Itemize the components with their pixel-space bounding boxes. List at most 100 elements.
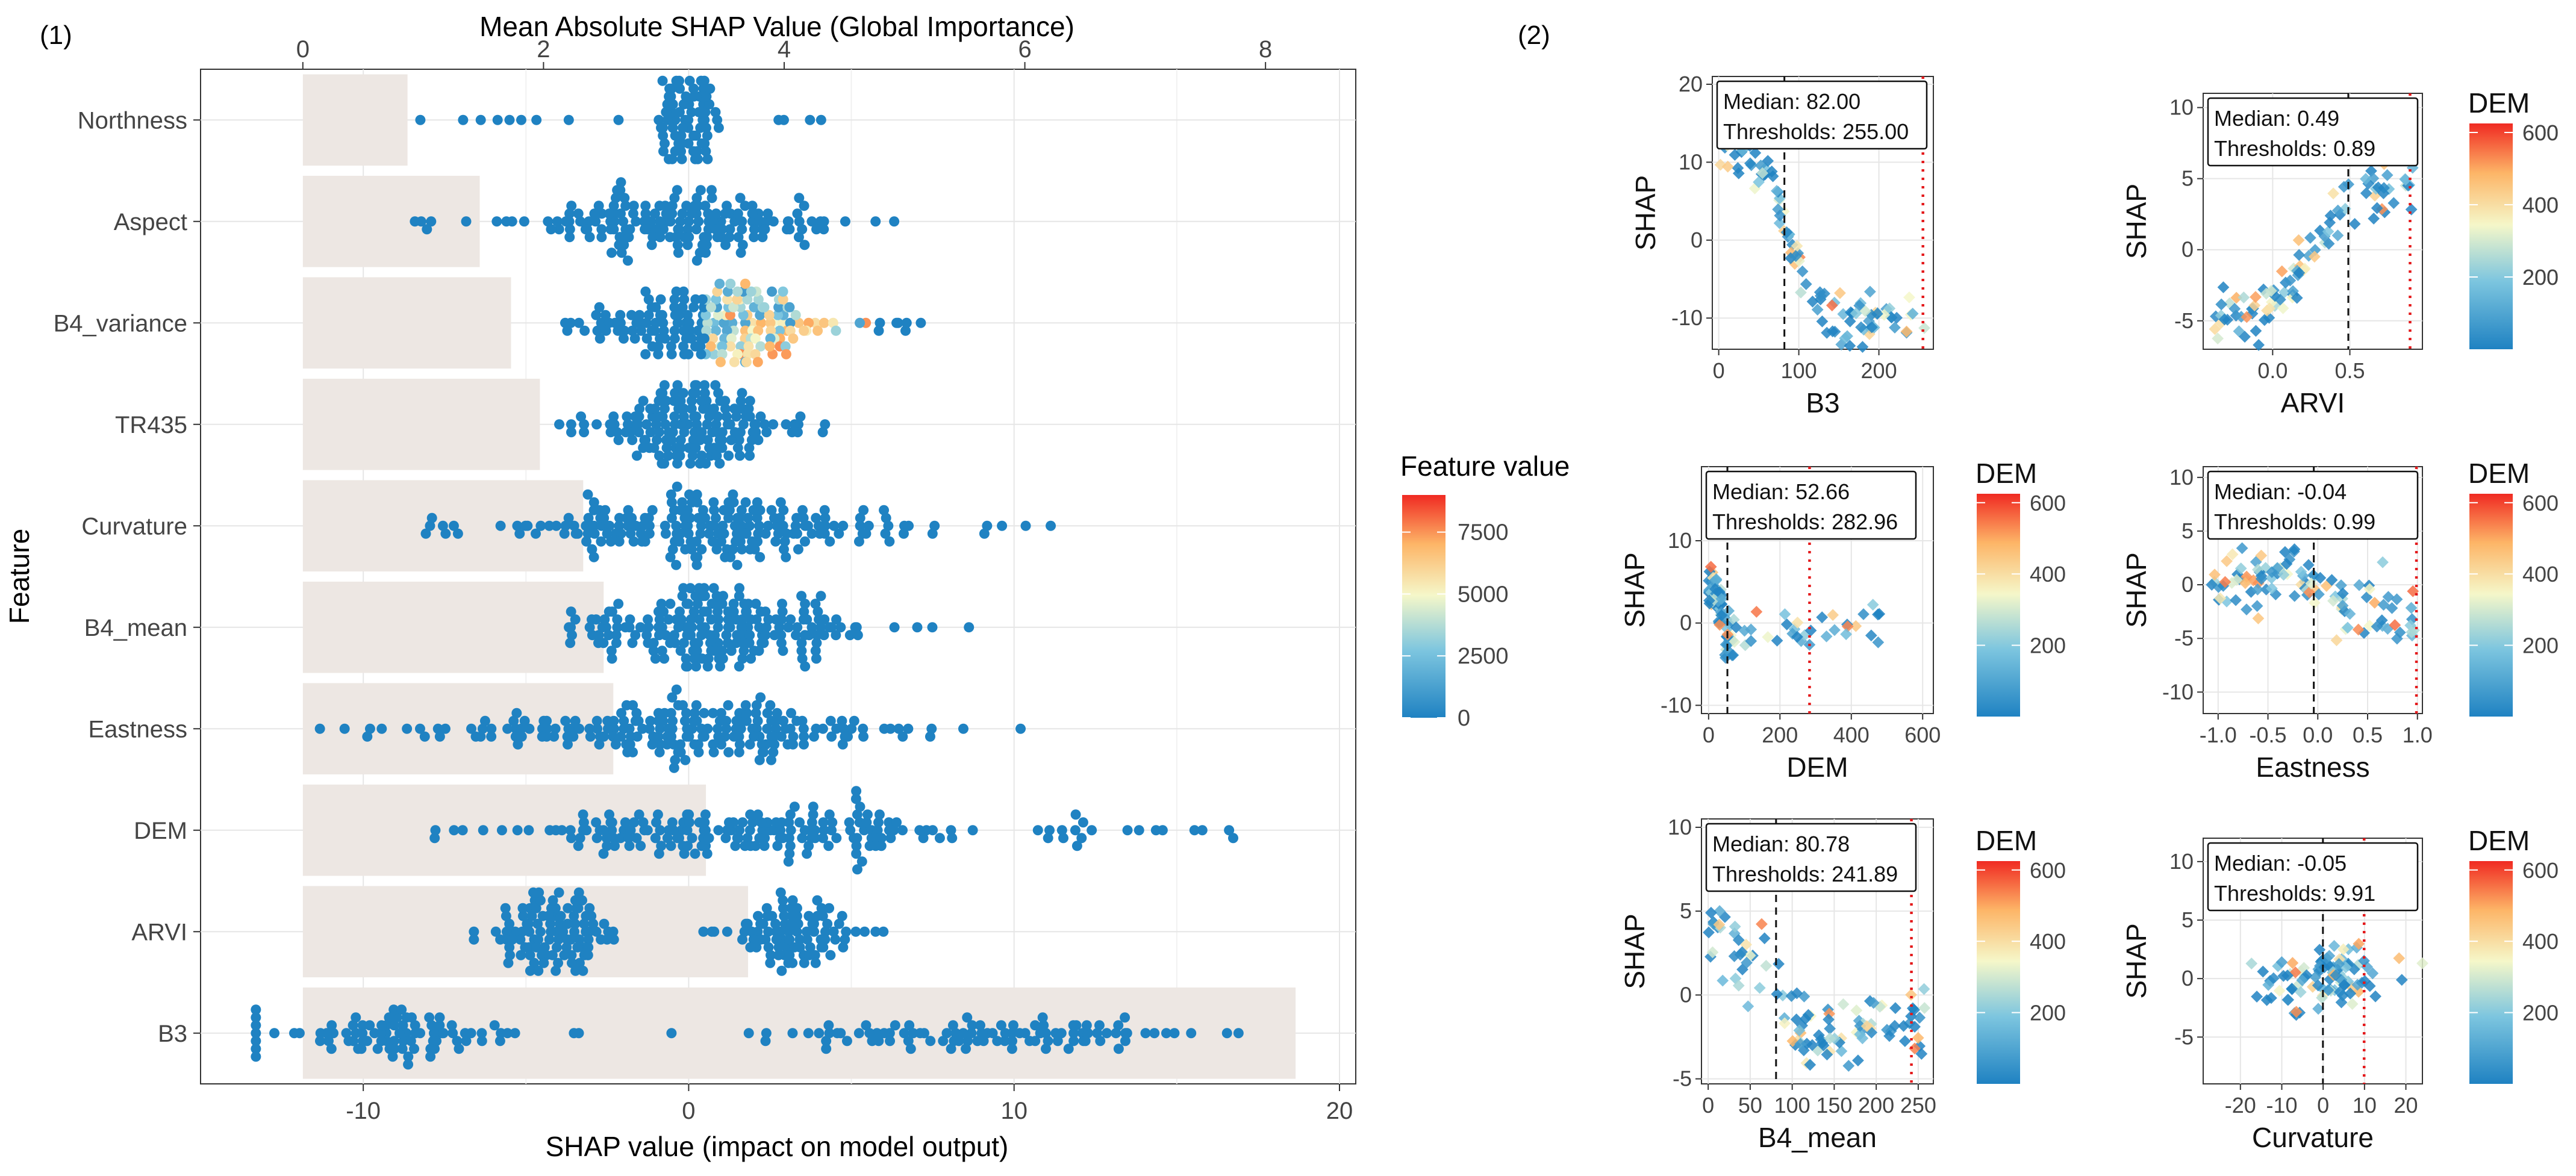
swarm-point xyxy=(531,942,542,953)
swarm-point xyxy=(578,817,589,828)
swarm-point xyxy=(637,536,647,547)
swarm-point xyxy=(660,528,671,539)
swarm-point xyxy=(602,723,613,734)
swarm-point xyxy=(655,232,666,243)
dependence-point xyxy=(1745,623,1757,636)
swarm-curvature xyxy=(420,481,1056,570)
dependence-point xyxy=(2304,232,2316,244)
swarm-point xyxy=(781,349,791,359)
dependence-point xyxy=(1729,149,1741,161)
swarm-point xyxy=(560,317,570,328)
swarm-point xyxy=(516,731,527,742)
swarm-point xyxy=(717,443,728,453)
dependence-point xyxy=(1817,1039,1830,1051)
dependence-point xyxy=(1827,609,1839,621)
swarm-point xyxy=(814,528,825,539)
swarm-point xyxy=(691,255,702,266)
swarm-point xyxy=(858,731,869,742)
bottom-tick-label: 0 xyxy=(682,1098,695,1124)
swarm-point xyxy=(796,638,807,649)
swarm-point xyxy=(789,942,800,953)
swarm-point xyxy=(778,895,788,906)
swarm-point xyxy=(564,622,575,633)
swarm-point xyxy=(759,419,770,430)
swarm-point xyxy=(583,934,594,945)
y-tick-label: 10 xyxy=(2169,849,2194,874)
swarm-point xyxy=(741,606,752,617)
annotation-frame xyxy=(1705,470,1917,540)
panel1-label: (1) xyxy=(40,20,72,50)
dependence-point xyxy=(2275,956,2288,968)
swarm-point xyxy=(763,520,773,531)
swarm-point xyxy=(817,427,828,438)
swarm-point xyxy=(822,918,833,929)
swarm-point xyxy=(357,1028,368,1039)
swarm-point xyxy=(774,325,785,336)
swarm-point xyxy=(817,723,828,734)
swarm-point xyxy=(673,247,684,258)
swarm-point xyxy=(466,1028,476,1039)
swarm-point xyxy=(594,825,605,836)
swarm-point xyxy=(591,926,602,937)
swarm-point xyxy=(824,622,835,633)
swarm-point xyxy=(755,310,766,320)
swarm-point xyxy=(574,934,585,945)
swarm-point xyxy=(672,380,683,391)
swarm-arvi xyxy=(469,887,889,976)
swarm-point xyxy=(605,216,616,227)
swarm-point xyxy=(428,1036,438,1047)
dependence-point xyxy=(1732,934,1745,947)
swarm-point xyxy=(961,1044,971,1054)
dependence-point xyxy=(2292,234,2305,246)
swarm-point xyxy=(634,403,645,414)
swarm-point xyxy=(696,450,707,461)
dependence-point xyxy=(2309,244,2321,256)
swarm-point xyxy=(766,754,776,765)
swarm-point xyxy=(783,856,794,867)
swarm-point xyxy=(837,739,848,750)
swarm-point xyxy=(605,419,616,430)
dependence-point xyxy=(1709,583,1721,595)
importance-bar-eastness xyxy=(302,683,614,775)
swarm-point xyxy=(594,333,605,344)
swarm-point xyxy=(629,817,640,828)
swarm-point xyxy=(709,443,720,453)
bottom-tick-label: 10 xyxy=(1000,1098,1028,1124)
swarm-point xyxy=(885,1036,896,1047)
swarm-point xyxy=(818,817,829,828)
swarm-point xyxy=(681,708,691,718)
swarm-point xyxy=(819,614,830,625)
dependence-point xyxy=(1903,291,1915,303)
swarm-point xyxy=(717,427,728,438)
dependence-point xyxy=(1706,946,1719,959)
swarm-point xyxy=(744,396,755,406)
swarm-point xyxy=(927,622,938,633)
swarm-point xyxy=(826,731,837,742)
y-tick-label: 10 xyxy=(2169,465,2194,490)
annotation-thresholds: Thresholds: 0.99 xyxy=(2214,509,2375,534)
swarm-point xyxy=(752,715,763,726)
swarm-point xyxy=(663,614,674,625)
swarm-point xyxy=(614,232,625,243)
swarm-point xyxy=(728,599,739,609)
annotation-frame xyxy=(2207,97,2419,167)
swarm-point xyxy=(643,622,654,633)
swarm-point xyxy=(607,817,617,828)
swarm-point xyxy=(501,910,511,921)
dependence-point xyxy=(2257,965,2269,978)
swarm-point xyxy=(690,591,701,602)
swarm-point xyxy=(594,302,605,313)
swarm-point xyxy=(543,216,554,227)
swarm-point xyxy=(629,333,640,344)
swarm-point xyxy=(640,512,650,523)
swarm-point xyxy=(430,825,441,836)
swarm-point xyxy=(1140,1028,1151,1039)
swarm-point xyxy=(689,201,700,211)
swarm-point xyxy=(744,739,755,750)
swarm-point xyxy=(903,723,914,734)
swarm-point xyxy=(824,809,835,820)
swarm-point xyxy=(614,512,625,523)
swarm-point xyxy=(616,731,626,742)
dependence-point xyxy=(1732,979,1745,992)
